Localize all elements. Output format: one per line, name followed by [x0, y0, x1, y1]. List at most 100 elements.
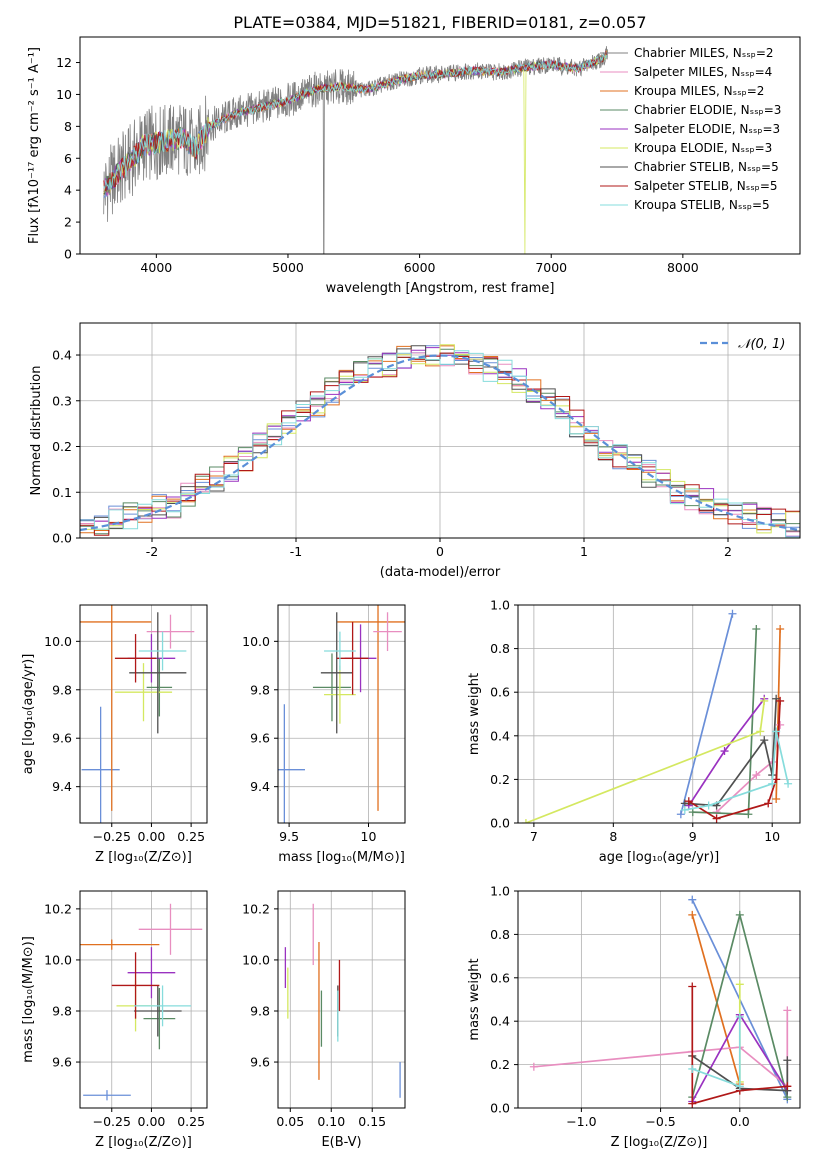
- series-marker: [688, 982, 697, 991]
- y-tick-label: 6: [64, 151, 72, 166]
- y-tick-label: 9.4: [52, 779, 72, 794]
- series-marker: [784, 779, 793, 788]
- x-tick-label: 0.25: [177, 1114, 205, 1129]
- axes-frame: [277, 604, 406, 824]
- series-marker: [676, 810, 685, 819]
- series-line: [688, 982, 792, 1108]
- x-tick-label: 0.00: [138, 829, 166, 844]
- x-axis-label: E(B-V): [321, 1135, 361, 1150]
- series-marker: [735, 1082, 744, 1091]
- series-marker: [764, 799, 773, 808]
- series-marker: [735, 910, 744, 919]
- y-tick-label: 10.2: [44, 901, 72, 916]
- spectrum-marks: [103, 46, 608, 254]
- series-marker: [752, 771, 761, 780]
- y-axis-label: mass weight: [467, 958, 482, 1040]
- series-marker: [688, 1099, 697, 1108]
- weight-vs-age-marks: [521, 609, 793, 823]
- gaussian-reference-line: [80, 354, 800, 532]
- y-axis-label: mass [log₁₀(M/M⊙)]: [21, 936, 36, 1063]
- model-spectrum-line: [103, 52, 608, 190]
- data-point: [146, 614, 195, 649]
- x-tick-label: -2: [146, 544, 158, 559]
- series-marker: [688, 808, 697, 817]
- series-marker: [712, 814, 721, 823]
- x-axis-label: Z [log₁₀(Z/Z⊙)]: [95, 850, 192, 865]
- y-tick-label: 0.3: [52, 393, 72, 408]
- y-tick-label: 2: [64, 215, 72, 230]
- series-marker: [688, 910, 697, 919]
- age-vs-Z-panel: −0.25 0.00 0.25 9.4 9.6 9.8 10.0 Z [log₁₀(Z/Z⊙)…: [21, 604, 208, 865]
- series-marker: [772, 727, 781, 736]
- y-tick-label: 0.0: [52, 531, 72, 546]
- series-marker: [752, 624, 761, 633]
- x-tick-label: 0.0: [730, 1114, 750, 1129]
- series-marker: [744, 810, 753, 819]
- y-tick-label: 4: [64, 183, 72, 198]
- y-tick-label: 0: [64, 247, 72, 262]
- legend-label: 𝒩(0, 1): [738, 337, 785, 352]
- series-line: [684, 696, 785, 823]
- x-tick-label: −0.25: [93, 829, 131, 844]
- weight-vs-age-panel: 7 8 9 10 0.0 0.2 0.4 0.6 0.8 1.0 age [log₁₀(age/yr…: [467, 598, 801, 865]
- x-axis-label: (data-model)/error: [380, 565, 501, 580]
- data-point: [138, 631, 187, 671]
- x-tick-label: 10: [361, 829, 377, 844]
- x-tick-label: 1: [580, 544, 588, 559]
- x-tick-label: −0.25: [93, 1114, 131, 1129]
- x-tick-label: 0: [436, 544, 444, 559]
- series-marker: [776, 720, 785, 729]
- observed-spectrum-line: [103, 46, 608, 254]
- age-vs-mass-marks: [278, 605, 405, 823]
- x-tick-label: 9: [689, 829, 697, 844]
- series-line: [688, 910, 744, 1089]
- legend-label: Chabrier STELIB, Nₛₛₚ=5: [634, 160, 779, 174]
- series-line: [680, 694, 781, 810]
- series-marker: [735, 980, 744, 989]
- data-point: [81, 706, 120, 823]
- data-point: [80, 939, 160, 950]
- y-tick-label: 0.4: [490, 728, 510, 743]
- data-point: [336, 621, 369, 695]
- x-tick-label: 7000: [535, 260, 567, 275]
- x-axis-label: wavelength [Angstrom, rest frame]: [326, 281, 555, 296]
- series-marker: [760, 736, 769, 745]
- mass-vs-ebv-panel: 0.05 0.10 0.15 9.6 9.8 10.0 10.2 E(B-V): [242, 890, 406, 1150]
- y-tick-label: 9.8: [52, 682, 72, 697]
- data-point: [324, 665, 356, 724]
- series-marker: [760, 696, 769, 705]
- figure-title: PLATE=0384, MJD=51821, FIBERID=0181, z=0…: [233, 13, 646, 32]
- series-marker: [768, 779, 777, 788]
- series-marker: [772, 775, 781, 784]
- spectrum-panel: Chabrier MILES, Nₛₛₚ=2 Salpeter MILES, Nₛ…: [27, 36, 801, 296]
- data-point: [143, 988, 176, 1050]
- data-point: [129, 612, 187, 734]
- data-point: [127, 947, 176, 999]
- y-tick-label: 0.2: [490, 1057, 510, 1072]
- x-axis-label: age [log₁₀(age/yr)]: [599, 850, 720, 865]
- x-tick-label: 0.10: [317, 1114, 345, 1129]
- y-tick-label: 0.1: [52, 485, 72, 500]
- data-point: [278, 704, 305, 823]
- series-marker: [756, 727, 765, 736]
- residuals-marks: [80, 344, 800, 538]
- y-tick-label: 9.4: [250, 779, 270, 794]
- series-line: [688, 624, 761, 819]
- x-axis-label: Z [log₁₀(Z/Z⊙)]: [611, 1135, 708, 1150]
- axes-frame: [79, 36, 801, 255]
- data-point: [373, 612, 402, 652]
- y-tick-label: 10.0: [242, 634, 270, 649]
- y-tick-label: 10.2: [242, 901, 270, 916]
- axes-frame: [517, 890, 801, 1109]
- x-tick-label: 9.5: [279, 829, 299, 844]
- data-point: [336, 605, 405, 811]
- x-tick-label: 0.15: [358, 1114, 386, 1129]
- y-tick-label: 10.0: [242, 952, 270, 967]
- series-marker: [680, 805, 689, 814]
- x-tick-label: 0.25: [177, 829, 205, 844]
- x-tick-label: 2: [724, 544, 732, 559]
- series-line: [521, 696, 769, 823]
- y-tick-label: 0.0: [490, 1101, 510, 1116]
- y-tick-label: 10.0: [44, 952, 72, 967]
